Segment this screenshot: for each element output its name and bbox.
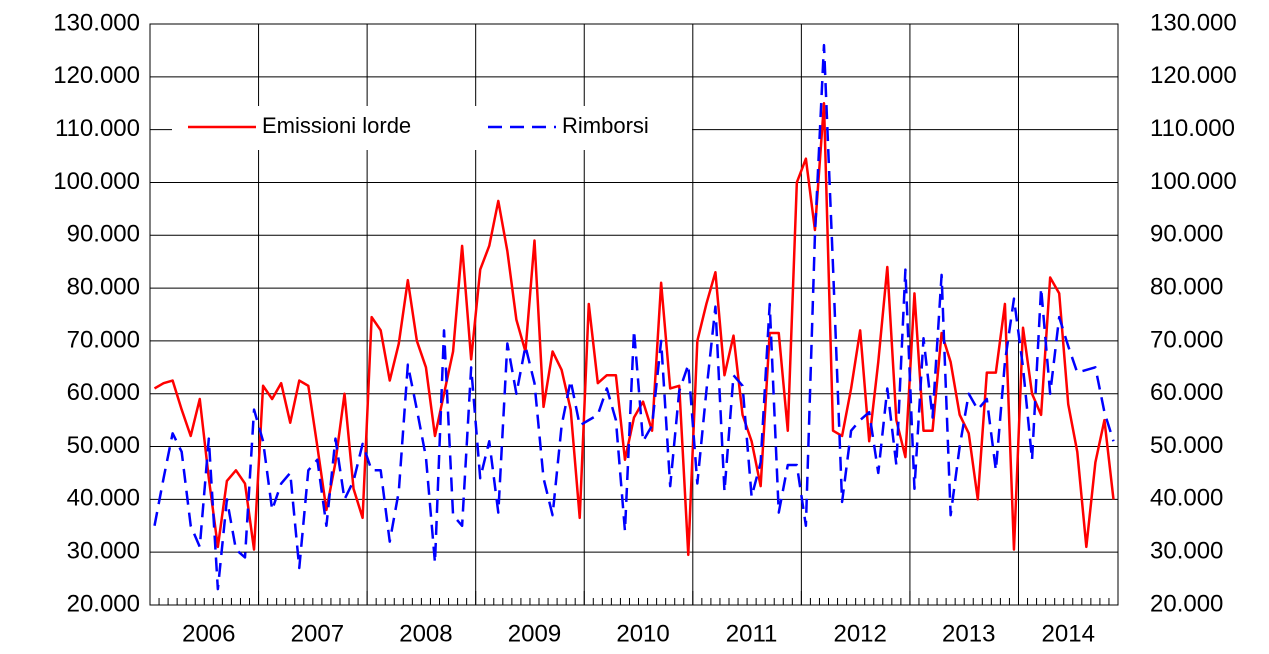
y2-tick-label: 100.000	[1150, 168, 1237, 195]
x-tick-label: 2008	[399, 620, 452, 647]
y-tick-label: 60.000	[67, 379, 140, 406]
x-tick-label: 2012	[833, 620, 886, 647]
y2-tick-label: 20.000	[1150, 590, 1223, 617]
legend-label: Rimborsi	[562, 113, 649, 138]
x-tick-label: 2010	[616, 620, 669, 647]
y-tick-label: 50.000	[67, 432, 140, 459]
legend-label: Emissioni lorde	[262, 113, 411, 138]
y-tick-label: 80.000	[67, 273, 140, 300]
plot-frame	[149, 23, 1119, 606]
y2-tick-label: 70.000	[1150, 326, 1223, 353]
y-tick-label: 100.000	[53, 168, 140, 195]
y-tick-label: 70.000	[67, 326, 140, 353]
x-tick-label: 2007	[291, 620, 344, 647]
y-tick-label: 130.000	[53, 9, 140, 36]
y2-tick-label: 40.000	[1150, 485, 1223, 512]
x-tick-label: 2013	[942, 620, 995, 647]
series-line	[153, 43, 1115, 591]
y2-tick-label: 90.000	[1150, 221, 1223, 248]
x-tick-label: 2014	[1042, 620, 1095, 647]
y2-tick-label: 50.000	[1150, 432, 1223, 459]
y2-tick-label: 80.000	[1150, 273, 1223, 300]
x-tick-label: 2006	[182, 620, 235, 647]
y2-tick-label: 60.000	[1150, 379, 1223, 406]
y2-tick-label: 120.000	[1150, 62, 1237, 89]
legend-box	[172, 106, 692, 150]
y2-tick-label: 110.000	[1150, 115, 1235, 142]
y-tick-label: 90.000	[67, 221, 140, 248]
y2-tick-label: 30.000	[1150, 538, 1223, 565]
x-tick-label: 2011	[726, 620, 778, 647]
y-tick-label: 40.000	[67, 485, 140, 512]
x-tick-label: 2009	[508, 620, 561, 647]
y-tick-label: 30.000	[67, 538, 140, 565]
y-tick-label: 110.000	[55, 115, 140, 142]
y-tick-label: 20.000	[67, 590, 140, 617]
series-line	[153, 101, 1115, 557]
y2-tick-label: 130.000	[1150, 9, 1237, 36]
y-tick-label: 120.000	[53, 62, 140, 89]
